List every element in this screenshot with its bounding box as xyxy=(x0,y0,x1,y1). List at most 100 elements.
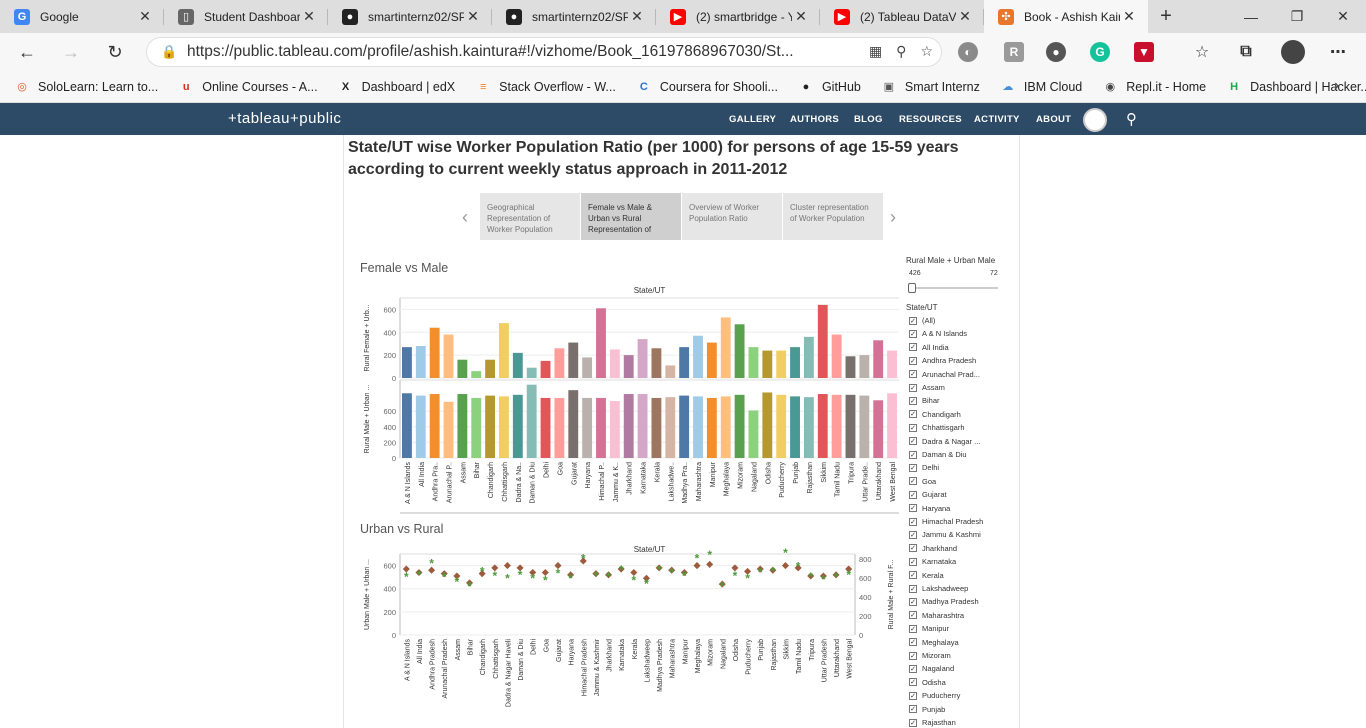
qr-icon[interactable]: ▦ xyxy=(868,43,883,59)
story-point-1[interactable]: Geographical Representation of Worker Po… xyxy=(480,193,580,240)
filter-checkbox[interactable]: ✓ Kerala xyxy=(909,571,944,580)
filter-checkbox[interactable]: ✓ Puducherry xyxy=(909,691,960,700)
maximize-icon[interactable]: ❐ xyxy=(1290,8,1304,24)
close-tab-icon[interactable]: ✕ xyxy=(631,8,643,24)
bookmark-item[interactable]: u Online Courses - A... xyxy=(178,79,318,95)
close-tab-icon[interactable]: ✕ xyxy=(959,8,971,24)
filter-checkbox[interactable]: ✓ All India xyxy=(909,343,949,352)
profile-avatar[interactable] xyxy=(1281,40,1305,64)
chevron-left-icon[interactable]: ‹ xyxy=(462,207,468,227)
bookmark-item[interactable]: C Coursera for Shooli... xyxy=(636,79,778,95)
browser-tab[interactable]: ● smartinternz02/SP ✕ xyxy=(492,0,656,33)
youtube-icon: ▶ xyxy=(834,8,850,25)
browser-tab[interactable]: ✣ Book - Ashish Kair ✕ xyxy=(984,0,1148,33)
new-tab-icon[interactable]: + xyxy=(1160,5,1172,27)
filter-checkbox[interactable]: ✓ Haryana xyxy=(909,504,950,513)
filter-checkbox[interactable]: ✓ Meghalaya xyxy=(909,638,959,647)
filter-checkbox[interactable]: ✓ Rajasthan xyxy=(909,718,956,727)
rural-point: * xyxy=(682,569,687,583)
more-icon[interactable]: ⋯ xyxy=(1330,44,1346,61)
filter-checkbox[interactable]: ✓ Maharashtra xyxy=(909,611,964,620)
nav-resources[interactable]: RESOURCES xyxy=(899,114,962,125)
filter-checkbox[interactable]: ✓ Gujarat xyxy=(909,490,947,499)
range-slider-thumb[interactable] xyxy=(908,283,916,293)
bookmark-item[interactable]: ◎ SoloLearn: Learn to... xyxy=(14,79,158,95)
category-label: Arunachal Pradesh xyxy=(442,639,449,699)
filter-checkbox[interactable]: ✓ Himachal Pradesh xyxy=(909,517,983,526)
filter-checkbox[interactable]: ✓ Andhra Pradesh xyxy=(909,356,976,365)
browser-tab[interactable]: ● smartinternz02/SP ✕ xyxy=(328,0,492,33)
browser-tab[interactable]: G Google ✕ xyxy=(0,0,164,33)
filter-checkbox[interactable]: ✓ A & N Islands xyxy=(909,329,967,338)
browser-tab[interactable]: ▶ (2) smartbridge - Y ✕ xyxy=(656,0,820,33)
filter-checkbox[interactable]: ✓ Goa xyxy=(909,477,936,486)
extension-icon-3[interactable]: ● xyxy=(1046,42,1066,62)
nav-activity[interactable]: ACTIVITY xyxy=(974,114,1020,125)
close-tab-icon[interactable]: ✕ xyxy=(139,8,151,24)
bookmark-item[interactable]: ● GitHub xyxy=(798,79,861,95)
filter-checkbox[interactable]: ✓ Punjab xyxy=(909,705,945,714)
filter-checkbox[interactable]: ✓ Arunachal Prad... xyxy=(909,370,980,379)
favorites-icon[interactable]: ☆ xyxy=(1194,44,1210,61)
reload-icon[interactable]: ↻ xyxy=(107,41,123,62)
close-window-icon[interactable]: ✕ xyxy=(1337,8,1349,24)
close-tab-icon[interactable]: ✕ xyxy=(303,8,315,24)
checkbox-check-icon: ✓ xyxy=(909,504,917,513)
range-slider-track[interactable] xyxy=(910,287,998,289)
close-tab-icon[interactable]: ✕ xyxy=(467,8,479,24)
filter-checkbox[interactable]: ✓ Odisha xyxy=(909,678,946,687)
bookmark-item[interactable]: ▣ Smart Internz xyxy=(881,79,980,95)
filter-checkbox[interactable]: ✓ Mizoram xyxy=(909,651,951,660)
add-favorite-icon[interactable]: ☆ xyxy=(920,43,933,59)
url-input[interactable]: 🔒 https://public.tableau.com/profile/ash… xyxy=(146,37,942,67)
filter-checkbox[interactable]: ✓ Jammu & Kashmi xyxy=(909,530,981,539)
filter-checkbox[interactable]: ✓ Chhattisgarh xyxy=(909,423,965,432)
bookmark-item[interactable]: X Dashboard | edX xyxy=(338,79,455,95)
filter-checkbox[interactable]: ✓ Lakshadweep xyxy=(909,584,968,593)
extension-icon-1[interactable]: ◐ xyxy=(958,42,978,62)
filter-checkbox[interactable]: ✓ Bihar xyxy=(909,396,940,405)
bookmark-item[interactable]: H Dashboard | Hacker... xyxy=(1226,79,1366,95)
story-point-2[interactable]: Female vs Male & Urban vs Rural Represen… xyxy=(581,193,681,240)
browser-tab[interactable]: ▶ (2) Tableau DataVi ✕ xyxy=(820,0,984,33)
story-point-4[interactable]: Cluster representation of Worker Populat… xyxy=(783,193,883,240)
filter-checkbox[interactable]: ✓ Daman & Diu xyxy=(909,450,967,459)
back-icon[interactable]: ← xyxy=(18,41,36,62)
nav-blog[interactable]: BLOG xyxy=(854,114,883,125)
nav-about[interactable]: ABOUT xyxy=(1036,114,1072,125)
filter-checkbox[interactable]: ✓ Jharkhand xyxy=(909,544,957,553)
zoom-icon[interactable]: ⚲ xyxy=(896,43,907,59)
bookmark-item[interactable]: ≡ Stack Overflow - W... xyxy=(475,79,616,95)
collections-icon[interactable]: ⧉ xyxy=(1240,43,1252,60)
close-tab-icon[interactable]: ✕ xyxy=(1123,8,1135,24)
filter-checkbox[interactable]: ✓ Delhi xyxy=(909,463,939,472)
search-icon[interactable]: ⚲ xyxy=(1126,111,1137,128)
grammarly-icon[interactable]: G xyxy=(1090,42,1110,62)
story-point-3[interactable]: Overview of Worker Population Ratio xyxy=(682,193,782,240)
extension-icon-2[interactable]: R xyxy=(1004,42,1024,62)
filter-checkbox[interactable]: ✓ Assam xyxy=(909,383,945,392)
filter-checkbox[interactable]: ✓ (All) xyxy=(909,316,935,325)
filter-checkbox[interactable]: ✓ Dadra & Nagar ... xyxy=(909,437,980,446)
filter-checkbox[interactable]: ✓ Manipur xyxy=(909,624,949,633)
filter-checkbox[interactable]: ✓ Chandigarh xyxy=(909,410,961,419)
bookmark-item[interactable]: ◉ Repl.it - Home xyxy=(1102,79,1206,95)
close-tab-icon[interactable]: ✕ xyxy=(795,8,807,24)
chevron-right-icon[interactable]: › xyxy=(1334,77,1340,94)
browser-tab[interactable]: ▯ Student Dashboard ✕ xyxy=(164,0,328,33)
nav-gallery[interactable]: GALLERY xyxy=(729,114,777,125)
filter-checkbox[interactable]: ✓ Madhya Pradesh xyxy=(909,597,979,606)
bookmark-item[interactable]: ☁ IBM Cloud xyxy=(1000,79,1082,95)
section-title-female-male: Female vs Male xyxy=(360,261,449,275)
tableau-public-logo[interactable]: +tableau+public xyxy=(228,110,342,127)
nav-authors[interactable]: AUTHORS xyxy=(790,114,840,125)
filter-checkbox[interactable]: ✓ Karnataka xyxy=(909,557,956,566)
minimize-icon[interactable]: — xyxy=(1244,8,1258,25)
filter-checkbox[interactable]: ✓ Nagaland xyxy=(909,664,954,673)
bookmark-label: Dashboard | Hacker... xyxy=(1250,79,1366,94)
shield-icon[interactable]: ▼ xyxy=(1134,42,1154,62)
urban-point xyxy=(642,574,650,582)
user-avatar[interactable] xyxy=(1083,108,1107,132)
forward-icon[interactable]: → xyxy=(62,41,80,62)
chevron-right-icon[interactable]: › xyxy=(890,207,896,227)
